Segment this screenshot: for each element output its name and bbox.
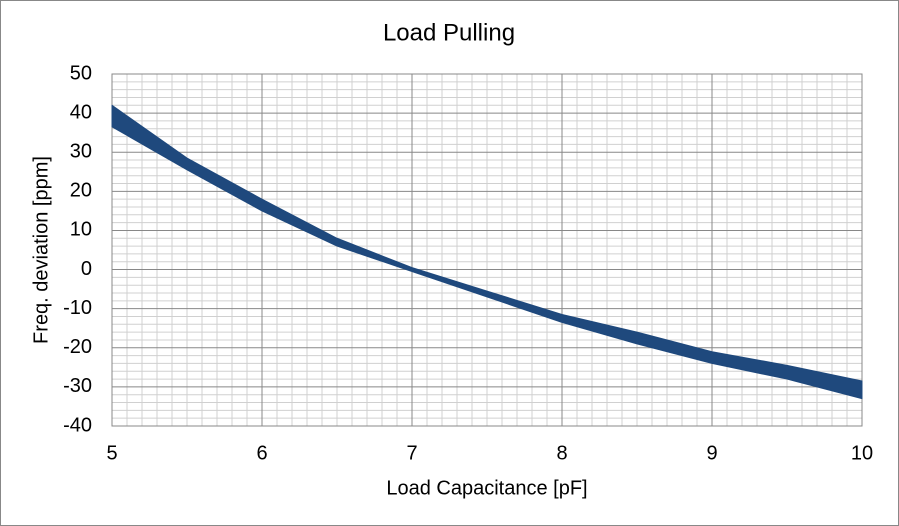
x-tick-label: 8: [556, 442, 567, 464]
x-tick-label: 7: [406, 442, 417, 464]
band-area: [111, 104, 863, 400]
y-axis-label: Freq. deviation [ppm]: [30, 156, 52, 344]
y-tick-label: -20: [63, 336, 92, 358]
x-axis-label: Load Capacitance [pF]: [386, 477, 587, 499]
plot-border: [111, 73, 863, 427]
x-tick-label: 9: [706, 442, 717, 464]
x-tick-label: 10: [851, 442, 873, 464]
y-tick-label: 30: [70, 141, 92, 163]
y-tick-label: 50: [70, 62, 92, 84]
y-tick-label: 10: [70, 219, 92, 241]
y-tick-label: 40: [70, 101, 92, 123]
y-tick-label: 20: [70, 180, 92, 202]
x-tick-label: 6: [256, 442, 267, 464]
y-tick-label: -10: [63, 297, 92, 319]
x-tick-label: 5: [106, 442, 117, 464]
y-tick-label: 0: [81, 258, 92, 280]
y-tick-label: -30: [63, 375, 92, 397]
y-tick-label: -40: [63, 414, 92, 436]
chart-title: Load Pulling: [383, 19, 515, 46]
